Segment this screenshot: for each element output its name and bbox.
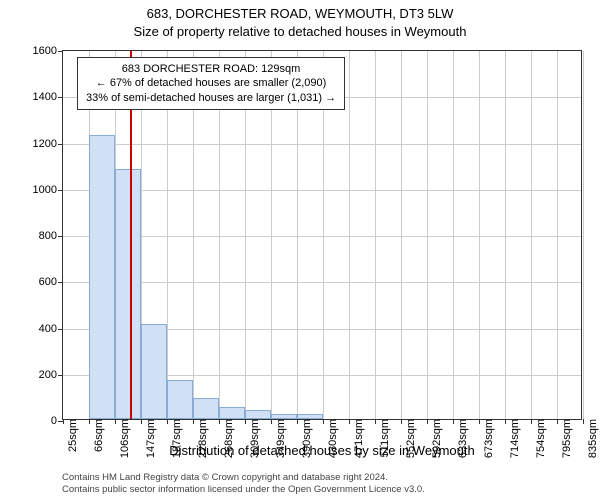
y-tick-mark [58,282,63,283]
y-tick-mark [58,329,63,330]
y-tick-mark [58,236,63,237]
gridline-v [375,51,376,419]
annotation-line2: ← 67% of detached houses are smaller (2,… [86,76,336,90]
gridline-v [531,51,532,419]
histogram-bar [141,324,167,419]
x-tick-mark [89,419,90,424]
gridline-v [505,51,506,419]
annotation-line1: 683 DORCHESTER ROAD: 129sqm [86,62,336,76]
footer: Contains HM Land Registry data © Crown c… [62,472,582,496]
x-tick-label: 835sqm [585,419,599,458]
y-tick-mark [58,144,63,145]
annotation-box: 683 DORCHESTER ROAD: 129sqm ← 67% of det… [77,57,345,110]
x-tick-mark [141,419,142,424]
x-tick-mark [375,419,376,424]
y-tick-mark [58,190,63,191]
chart-title-main: 683, DORCHESTER ROAD, WEYMOUTH, DT3 5LW [0,6,600,21]
x-tick-mark [193,419,194,424]
x-tick-mark [349,419,350,424]
gridline-v [583,51,584,419]
footer-line2: Contains public sector information licen… [62,484,582,496]
histogram-bar [115,169,141,419]
chart-container: 683, DORCHESTER ROAD, WEYMOUTH, DT3 5LW … [0,0,600,500]
x-tick-mark [167,419,168,424]
chart-title-sub: Size of property relative to detached ho… [0,24,600,39]
histogram-bar [297,414,323,419]
gridline-v [479,51,480,419]
x-tick-mark [453,419,454,424]
x-tick-mark [531,419,532,424]
x-tick-mark [401,419,402,424]
y-tick-mark [58,375,63,376]
gridline-v [427,51,428,419]
footer-line1: Contains HM Land Registry data © Crown c… [62,472,582,484]
x-tick-mark [297,419,298,424]
histogram-bar [193,398,219,419]
x-tick-mark [505,419,506,424]
gridline-v [557,51,558,419]
histogram-bar [245,410,271,419]
histogram-bar [219,407,245,419]
x-tick-mark [557,419,558,424]
x-tick-mark [323,419,324,424]
gridline-v [401,51,402,419]
y-tick-mark [58,97,63,98]
gridline-v [349,51,350,419]
x-tick-mark [427,419,428,424]
x-axis-label: Distribution of detached houses by size … [62,443,582,458]
x-tick-mark [115,419,116,424]
histogram-bar [271,414,297,419]
x-tick-mark [63,419,64,424]
histogram-bar [89,135,115,419]
histogram-bar [167,380,193,419]
x-tick-mark [245,419,246,424]
y-tick-mark [58,51,63,52]
x-tick-mark [271,419,272,424]
x-tick-mark [219,419,220,424]
x-tick-mark [479,419,480,424]
gridline-v [453,51,454,419]
x-tick-mark [583,419,584,424]
annotation-line3: 33% of semi-detached houses are larger (… [86,91,336,105]
plot-area: 0200400600800100012001400160025sqm66sqm1… [62,50,582,420]
